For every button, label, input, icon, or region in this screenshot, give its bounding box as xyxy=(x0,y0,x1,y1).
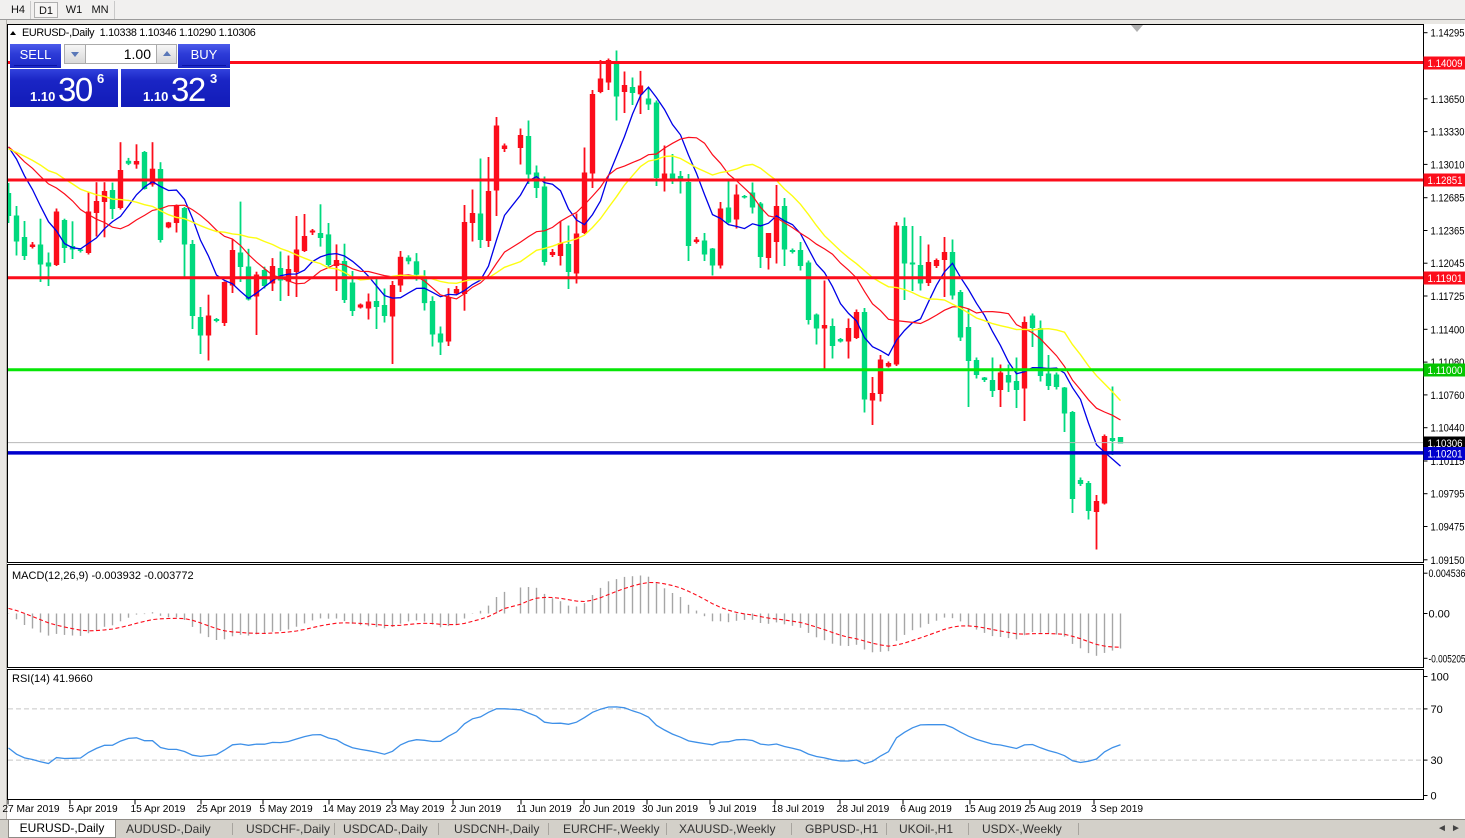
svg-text:30: 30 xyxy=(1431,755,1443,767)
svg-text:5 Apr 2019: 5 Apr 2019 xyxy=(68,804,118,815)
svg-text:30 Jun 2019: 30 Jun 2019 xyxy=(642,804,698,815)
svg-text:14 May 2019: 14 May 2019 xyxy=(323,804,382,815)
svg-text:0.004536: 0.004536 xyxy=(1429,568,1465,580)
svg-text:1.09475: 1.09475 xyxy=(1431,522,1465,534)
svg-text:23 May 2019: 23 May 2019 xyxy=(386,804,445,815)
svg-text:11 Jun 2019: 11 Jun 2019 xyxy=(516,804,572,815)
svg-text:15 Aug 2019: 15 Aug 2019 xyxy=(964,804,1022,815)
svg-text:9 Jul 2019: 9 Jul 2019 xyxy=(709,804,756,815)
svg-text:1.10440: 1.10440 xyxy=(1431,423,1465,435)
svg-text:15 Apr 2019: 15 Apr 2019 xyxy=(131,804,186,815)
svg-text:1.12685: 1.12685 xyxy=(1431,193,1465,205)
svg-text:1.13330: 1.13330 xyxy=(1431,127,1465,139)
svg-text:18 Jul 2019: 18 Jul 2019 xyxy=(772,804,825,815)
svg-text:0: 0 xyxy=(1431,791,1437,803)
svg-text:5 May 2019: 5 May 2019 xyxy=(259,804,313,815)
svg-text:2 Jun 2019: 2 Jun 2019 xyxy=(451,804,502,815)
svg-text:1.13650: 1.13650 xyxy=(1431,94,1465,106)
svg-text:1.10760: 1.10760 xyxy=(1431,390,1465,402)
svg-text:1.11400: 1.11400 xyxy=(1431,324,1465,336)
svg-text:1.09150: 1.09150 xyxy=(1431,555,1465,567)
svg-text:25 Aug 2019: 25 Aug 2019 xyxy=(1024,804,1082,815)
svg-text:1.14009: 1.14009 xyxy=(1428,58,1463,70)
svg-text:6 Aug 2019: 6 Aug 2019 xyxy=(900,804,952,815)
svg-text:1.12045: 1.12045 xyxy=(1431,258,1465,270)
svg-text:-0.005205: -0.005205 xyxy=(1429,653,1465,665)
svg-text:1.12851: 1.12851 xyxy=(1428,175,1463,187)
svg-text:20 Jun 2019: 20 Jun 2019 xyxy=(579,804,635,815)
svg-text:28 Jul 2019: 28 Jul 2019 xyxy=(837,804,890,815)
svg-text:1.09795: 1.09795 xyxy=(1431,489,1465,501)
svg-text:1.14295: 1.14295 xyxy=(1431,28,1465,40)
svg-text:27 Mar 2019: 27 Mar 2019 xyxy=(2,804,60,815)
svg-text:70: 70 xyxy=(1431,704,1443,716)
svg-text:1.11000: 1.11000 xyxy=(1428,365,1463,377)
svg-text:0.00: 0.00 xyxy=(1429,609,1450,621)
svg-text:100: 100 xyxy=(1431,672,1449,684)
svg-text:1.13010: 1.13010 xyxy=(1431,159,1465,171)
svg-text:1.11725: 1.11725 xyxy=(1431,291,1465,303)
svg-text:1.11901: 1.11901 xyxy=(1428,273,1463,285)
svg-text:1.12365: 1.12365 xyxy=(1431,226,1465,238)
svg-text:1.10201: 1.10201 xyxy=(1428,449,1463,461)
svg-text:3 Sep 2019: 3 Sep 2019 xyxy=(1091,804,1143,815)
svg-text:25 Apr 2019: 25 Apr 2019 xyxy=(197,804,252,815)
